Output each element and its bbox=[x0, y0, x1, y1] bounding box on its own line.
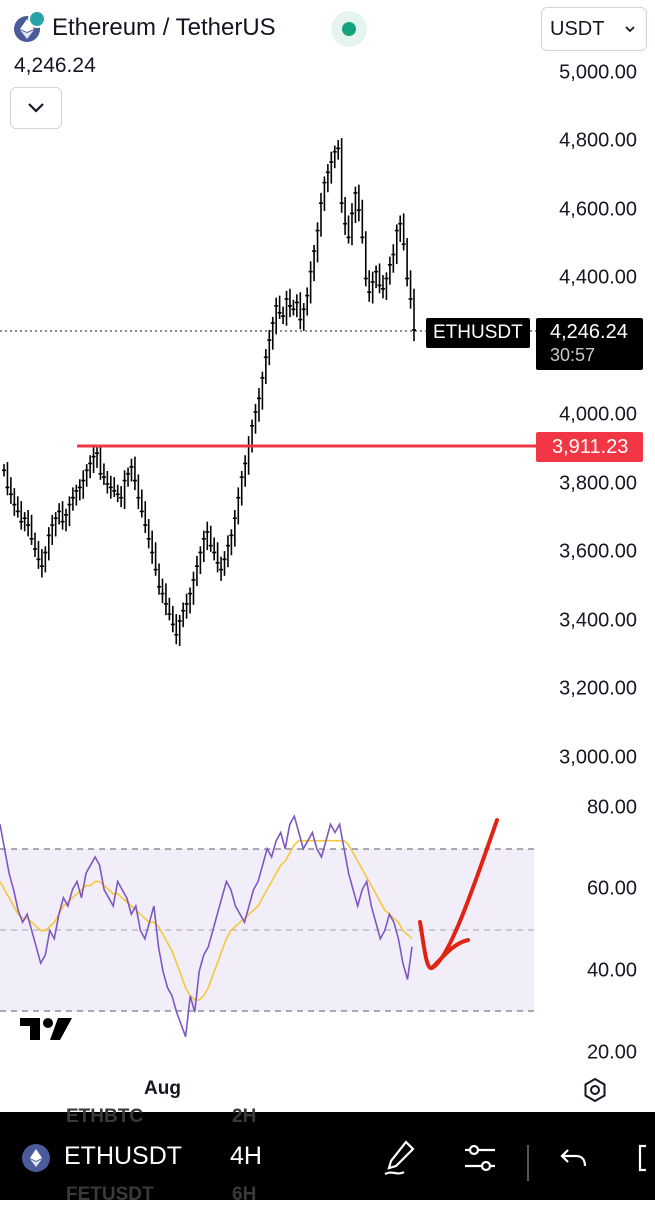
candles-layer bbox=[2, 138, 416, 647]
price-axis-label: 3,200.00 bbox=[559, 677, 637, 700]
price-axis-label: 4,000.00 bbox=[559, 403, 637, 426]
level-price-tag: 3,911.23 bbox=[536, 432, 643, 462]
price-axis-label: 3,400.00 bbox=[559, 609, 637, 632]
ghost-timeframe: 6H bbox=[232, 1184, 257, 1205]
timeframe-button[interactable]: 4H bbox=[230, 1142, 262, 1170]
rsi-axis-label: 80.00 bbox=[586, 796, 637, 819]
rsi-axis-label: 20.00 bbox=[586, 1041, 637, 1064]
currency-select[interactable]: USDT bbox=[541, 7, 647, 51]
chevron-down-icon bbox=[28, 103, 44, 113]
time-axis-label: Aug bbox=[144, 1078, 181, 1099]
current-price-value: 4,246.24 bbox=[550, 321, 628, 343]
bar-countdown: 30:57 bbox=[550, 345, 596, 365]
price-axis-label: 3,000.00 bbox=[559, 746, 637, 769]
price-axis-label: 3,800.00 bbox=[559, 472, 637, 495]
drawing-tool-icon[interactable] bbox=[382, 1138, 418, 1178]
chart-settings-icon[interactable] bbox=[581, 1076, 609, 1104]
currency-select-value: USDT bbox=[550, 17, 605, 40]
tradingview-logo-icon[interactable] bbox=[20, 1016, 72, 1042]
hand-drawn-check-annotation bbox=[418, 818, 499, 970]
price-chart[interactable] bbox=[0, 0, 655, 1110]
ethereum-logo-icon bbox=[14, 10, 46, 42]
price-axis-label: 4,800.00 bbox=[559, 129, 637, 152]
toolbar-divider bbox=[527, 1145, 529, 1181]
undo-icon[interactable] bbox=[558, 1138, 590, 1178]
ghost-symbol: ETHBTC bbox=[66, 1106, 144, 1127]
tether-badge-icon bbox=[28, 10, 46, 28]
last-price: 4,246.24 bbox=[14, 54, 96, 77]
fullscreen-icon[interactable] bbox=[636, 1138, 655, 1178]
symbol-search-button[interactable]: ETHUSDT bbox=[64, 1142, 183, 1170]
indicators-settings-icon[interactable] bbox=[462, 1138, 498, 1178]
bottom-toolbar: ETHBTC 2H FETUSDT 6H ETHUSDT 4H bbox=[0, 1106, 655, 1205]
price-axis-label: 4,600.00 bbox=[559, 198, 637, 221]
rsi-line bbox=[0, 814, 413, 1037]
symbol-price-tag: ETHUSDT bbox=[426, 318, 530, 348]
chevron-down-icon bbox=[625, 26, 635, 33]
collapse-legend-button[interactable] bbox=[10, 87, 62, 129]
price-axis-label: 5,000.00 bbox=[559, 61, 637, 84]
price-axis-label: 4,400.00 bbox=[559, 266, 637, 289]
ghost-symbol: FETUSDT bbox=[66, 1184, 154, 1205]
rsi-axis-label: 60.00 bbox=[586, 877, 637, 900]
ethereum-symbol-icon bbox=[22, 1144, 50, 1172]
market-open-dot-icon bbox=[342, 22, 356, 36]
rsi-axis-label: 40.00 bbox=[586, 959, 637, 982]
current-price-tag: 4,246.24 30:57 bbox=[536, 318, 643, 370]
price-axis-label: 3,600.00 bbox=[559, 540, 637, 563]
symbol-title[interactable]: Ethereum / TetherUS bbox=[52, 14, 276, 41]
ghost-timeframe: 2H bbox=[232, 1106, 257, 1127]
market-status-indicator[interactable] bbox=[331, 11, 367, 47]
